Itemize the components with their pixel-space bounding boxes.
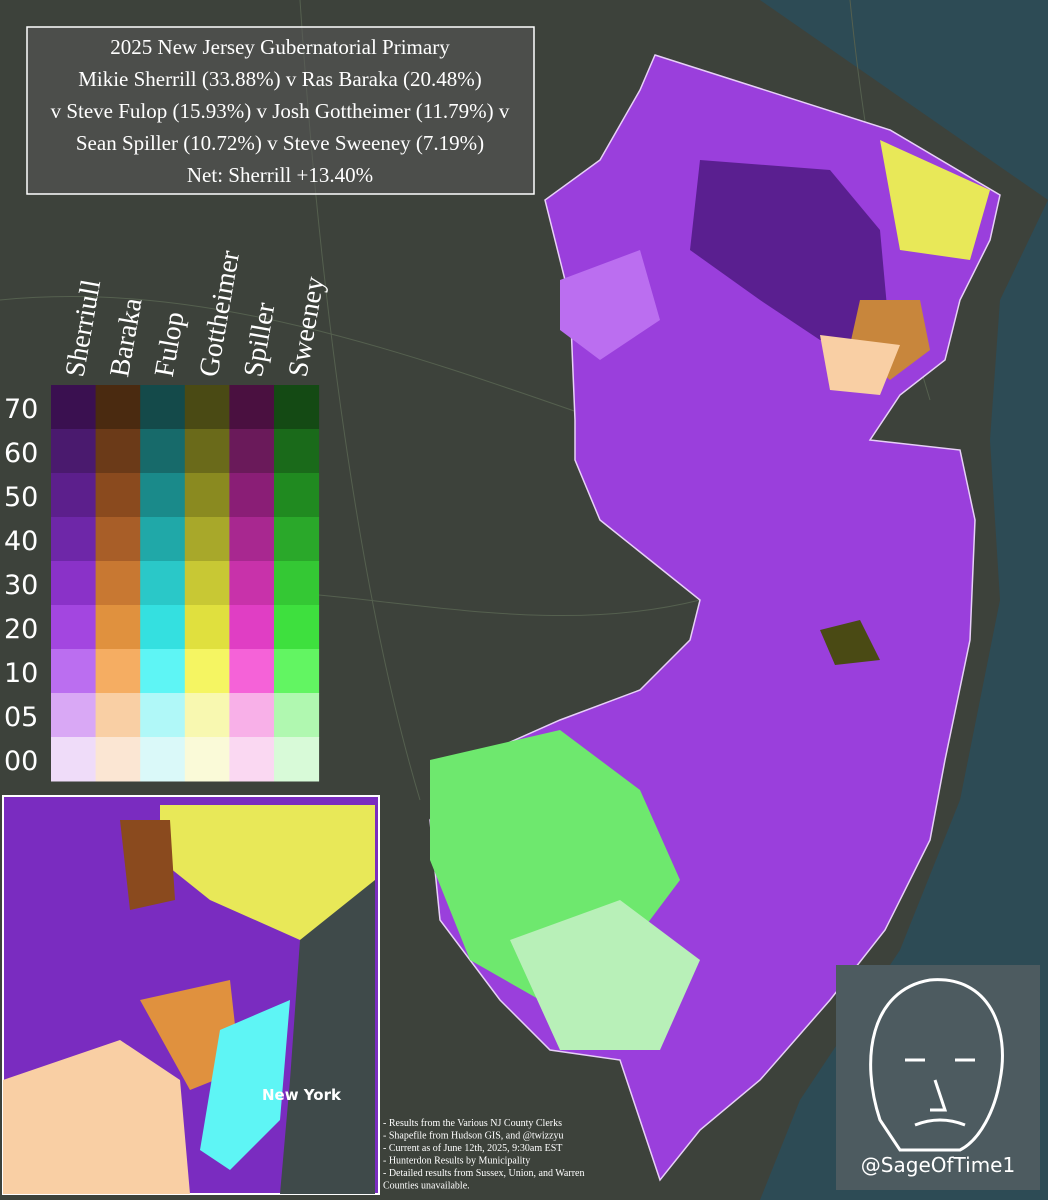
legend-level: 30 bbox=[4, 570, 38, 601]
legend-swatch bbox=[140, 385, 186, 430]
legend-swatch bbox=[184, 561, 230, 606]
legend-swatch bbox=[229, 649, 275, 694]
legend-swatch bbox=[274, 561, 320, 606]
note-line: - Hunterdon Results by Municipality bbox=[383, 1156, 530, 1167]
note-line: - Shapefile from Hudson GIS, and @twizzy… bbox=[383, 1131, 564, 1142]
inset-place-label: New York bbox=[262, 1086, 342, 1104]
legend-swatch bbox=[51, 737, 97, 782]
legend-swatch bbox=[51, 649, 97, 694]
legend-swatch bbox=[51, 561, 97, 606]
legend-level: 50 bbox=[4, 482, 38, 513]
north-purple-region bbox=[690, 160, 890, 340]
legend-swatch bbox=[51, 693, 97, 738]
ocean bbox=[760, 0, 1048, 1200]
legend-swatch bbox=[95, 737, 141, 782]
legend-swatch bbox=[229, 737, 275, 782]
legend-swatch bbox=[51, 473, 97, 518]
legend-swatch bbox=[274, 605, 320, 650]
note-line: - Detailed results from Sussex, Union, a… bbox=[383, 1168, 584, 1179]
legend-swatch bbox=[140, 605, 186, 650]
legend-swatch bbox=[95, 649, 141, 694]
legend-swatch bbox=[274, 693, 320, 738]
title-box bbox=[26, 26, 535, 195]
legend-swatch bbox=[51, 605, 97, 650]
legend-swatch bbox=[140, 737, 186, 782]
notes: - Results from the Various NJ County Cle… bbox=[383, 1118, 584, 1192]
legend-swatch bbox=[95, 605, 141, 650]
portrait-sketch bbox=[869, 978, 1004, 1152]
legend-swatch bbox=[51, 385, 97, 430]
legend-swatch bbox=[184, 385, 230, 430]
legend-swatch bbox=[140, 561, 186, 606]
legend-swatch bbox=[140, 429, 186, 474]
legend-swatch bbox=[274, 429, 320, 474]
west-lightpurple-region bbox=[560, 250, 660, 360]
legend-swatch bbox=[140, 517, 186, 562]
legend-swatch bbox=[184, 737, 230, 782]
legend-swatch bbox=[229, 693, 275, 738]
legend-swatch bbox=[95, 693, 141, 738]
title-line: 2025 New Jersey Gubernatorial Primary bbox=[110, 35, 450, 59]
legend-swatch bbox=[229, 605, 275, 650]
legend-swatch bbox=[95, 473, 141, 518]
union-peach-region bbox=[820, 335, 900, 395]
legend-swatch bbox=[229, 429, 275, 474]
legend-swatch bbox=[274, 737, 320, 782]
legend-swatch bbox=[229, 473, 275, 518]
inset-brown-region bbox=[120, 820, 175, 910]
inset-yellow-region bbox=[160, 805, 375, 940]
legend-swatch bbox=[95, 385, 141, 430]
legend-swatch bbox=[184, 473, 230, 518]
title-line: Sean Spiller (10.72%) v Steve Sweeney (7… bbox=[76, 131, 484, 155]
note-line: Counties unavailable. bbox=[383, 1181, 470, 1192]
legend-swatch bbox=[51, 429, 97, 474]
legend-swatch bbox=[274, 517, 320, 562]
note-line: - Results from the Various NJ County Cle… bbox=[383, 1118, 562, 1129]
legend-swatch bbox=[184, 649, 230, 694]
note-line: - Current as of June 12th, 2025, 9:30am … bbox=[383, 1143, 562, 1154]
legend-swatch bbox=[184, 605, 230, 650]
legend-swatch bbox=[95, 561, 141, 606]
inset-ocean bbox=[280, 880, 375, 1194]
legend-swatch bbox=[184, 429, 230, 474]
legend-swatch bbox=[274, 385, 320, 430]
legend-swatch bbox=[95, 517, 141, 562]
legend-level: 20 bbox=[4, 614, 38, 645]
south-lightgreen-region bbox=[510, 900, 700, 1050]
legend-level: 00 bbox=[4, 746, 38, 777]
legend-swatch bbox=[274, 649, 320, 694]
bergen-yellow-region bbox=[880, 140, 990, 260]
title-line: v Steve Fulop (15.93%) v Josh Gottheimer… bbox=[51, 99, 510, 123]
legend-swatch bbox=[184, 693, 230, 738]
legend-level: 10 bbox=[4, 658, 38, 689]
title-line: Net: Sherrill +13.40% bbox=[187, 163, 373, 187]
legend-swatch bbox=[140, 649, 186, 694]
title-lines: 2025 New Jersey Gubernatorial Primary Mik… bbox=[51, 35, 510, 187]
inset-cyan-region bbox=[200, 1000, 290, 1170]
watermark-text: @SageOfTime1 bbox=[861, 1153, 1015, 1177]
inset-peach-region bbox=[3, 1040, 190, 1194]
legend-swatch bbox=[184, 517, 230, 562]
legend-level: 70 bbox=[4, 394, 38, 425]
title-line: Mikie Sherrill (33.88%) v Ras Baraka (20… bbox=[78, 67, 482, 91]
gottheimer-dark-patch bbox=[820, 620, 880, 665]
legend-swatch bbox=[140, 473, 186, 518]
legend-swatch bbox=[274, 473, 320, 518]
legend-swatch bbox=[229, 561, 275, 606]
legend-swatch bbox=[140, 693, 186, 738]
legend-level: 05 bbox=[4, 702, 38, 733]
legend-level: 40 bbox=[4, 526, 38, 557]
legend-swatch bbox=[229, 517, 275, 562]
legend-swatch bbox=[51, 517, 97, 562]
legend-swatch bbox=[229, 385, 275, 430]
legend-swatch bbox=[95, 429, 141, 474]
legend-level: 60 bbox=[4, 438, 38, 469]
